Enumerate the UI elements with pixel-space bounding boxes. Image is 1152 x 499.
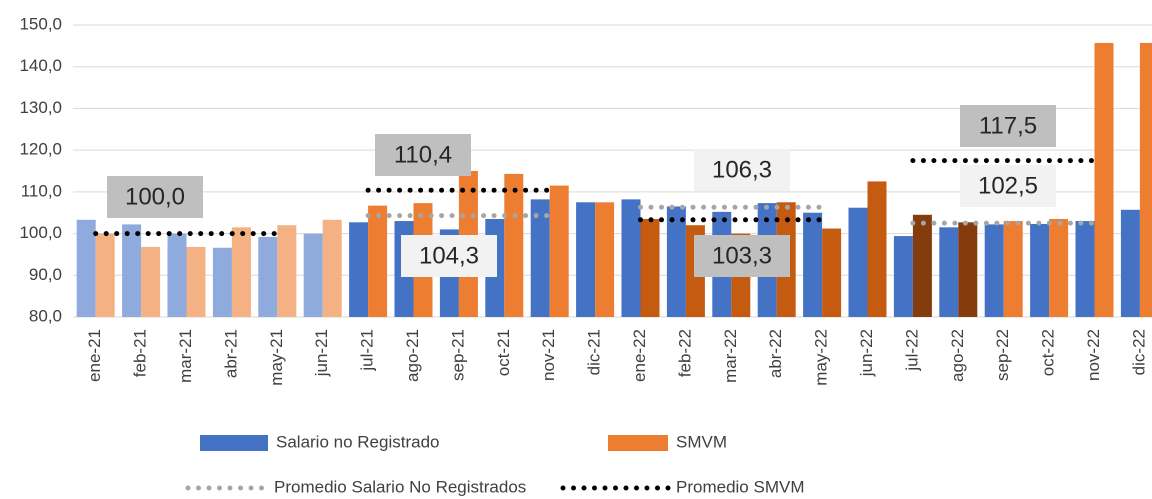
y-tick-label: 100,0 <box>19 223 62 242</box>
x-tick-label: jun-21 <box>312 329 331 377</box>
legend-label: Salario no Registrado <box>276 432 439 451</box>
x-tick-label: feb-22 <box>675 329 694 377</box>
bar <box>186 246 206 317</box>
y-tick-label: 150,0 <box>19 14 62 33</box>
annotation-box <box>694 235 790 277</box>
bar <box>349 222 369 317</box>
x-tick-label: sep-22 <box>993 329 1012 381</box>
bar <box>958 222 978 317</box>
annotation-label: 103,3 <box>712 242 772 269</box>
x-tick-label: abr-22 <box>766 329 785 378</box>
bar <box>504 173 524 317</box>
annotation-label: 104,3 <box>419 242 479 269</box>
x-tick-label: abr-21 <box>221 329 240 378</box>
bar <box>322 219 342 317</box>
x-tick-label: ago-21 <box>403 329 422 382</box>
bar <box>231 227 251 317</box>
x-tick-label: oct-21 <box>494 329 513 376</box>
bar <box>1139 42 1152 318</box>
annotation-box <box>107 176 203 218</box>
x-tick-label: feb-21 <box>131 329 150 377</box>
bar <box>1049 218 1069 317</box>
bar <box>939 227 959 317</box>
bar <box>76 219 96 317</box>
x-tick-label: dic-22 <box>1129 329 1148 375</box>
x-tick-label: oct-22 <box>1039 329 1058 376</box>
bar <box>1003 221 1023 317</box>
y-tick-label: 110,0 <box>21 181 62 200</box>
legend-swatch <box>608 435 668 451</box>
bar <box>640 218 660 317</box>
x-tick-label: jul-21 <box>358 329 377 372</box>
annotation-box <box>375 134 471 176</box>
x-tick-label: ene-22 <box>630 329 649 382</box>
x-tick-label: mar-21 <box>176 329 195 383</box>
x-tick-label: may-21 <box>267 329 286 386</box>
bar <box>141 246 161 317</box>
legend-label: Promedio Salario No Registrados <box>274 477 526 496</box>
bar <box>867 181 887 317</box>
bar <box>1120 209 1140 317</box>
bar <box>95 233 115 317</box>
average-line <box>365 204 1097 226</box>
x-tick-label: jun-22 <box>857 329 876 377</box>
x-tick-label: mar-22 <box>721 329 740 383</box>
bar <box>848 207 868 317</box>
bar <box>549 185 569 317</box>
annotation-box <box>694 149 790 191</box>
bar <box>258 236 278 317</box>
bar <box>277 225 297 317</box>
x-tick-label: ene-21 <box>85 329 104 382</box>
bar <box>822 228 842 317</box>
bar <box>1030 223 1050 317</box>
annotation-box <box>960 105 1056 147</box>
bar <box>893 236 913 317</box>
annotation-label: 110,4 <box>394 141 452 168</box>
bar <box>212 247 232 317</box>
x-tick-label: nov-21 <box>539 329 558 381</box>
legend-swatch <box>200 435 268 451</box>
y-tick-label: 130,0 <box>19 98 62 117</box>
bar <box>530 199 550 317</box>
x-tick-label: ago-22 <box>948 329 967 382</box>
x-tick-label: may-22 <box>812 329 831 386</box>
bar <box>303 233 323 317</box>
bar <box>666 206 686 317</box>
y-tick-label: 120,0 <box>19 140 62 159</box>
bar <box>912 214 932 317</box>
bar <box>368 205 388 317</box>
annotation-label: 106,3 <box>712 156 772 183</box>
bar <box>576 202 596 317</box>
bar <box>621 199 641 317</box>
annotation-box <box>960 165 1056 207</box>
bar <box>595 202 615 317</box>
x-tick-label: dic-21 <box>585 329 604 375</box>
annotation-label: 117,5 <box>979 112 1037 139</box>
bar <box>167 233 187 317</box>
y-tick-label: 140,0 <box>19 56 62 75</box>
bar <box>1094 42 1114 318</box>
x-tick-label: jul-22 <box>902 329 921 372</box>
bar <box>984 224 1004 317</box>
x-tick-label: sep-21 <box>448 329 467 381</box>
annotation-box <box>401 235 497 277</box>
y-tick-label: 90,0 <box>29 265 62 284</box>
y-tick-label: 80,0 <box>29 306 62 325</box>
bar <box>1075 221 1095 317</box>
x-tick-label: nov-22 <box>1084 329 1103 381</box>
bar <box>122 224 142 317</box>
bar <box>803 212 823 317</box>
annotation-label: 102,5 <box>978 172 1038 199</box>
annotation-label: 100,0 <box>125 183 185 210</box>
legend-label: SMVM <box>676 432 727 451</box>
legend-label: Promedio SMVM <box>676 477 804 496</box>
